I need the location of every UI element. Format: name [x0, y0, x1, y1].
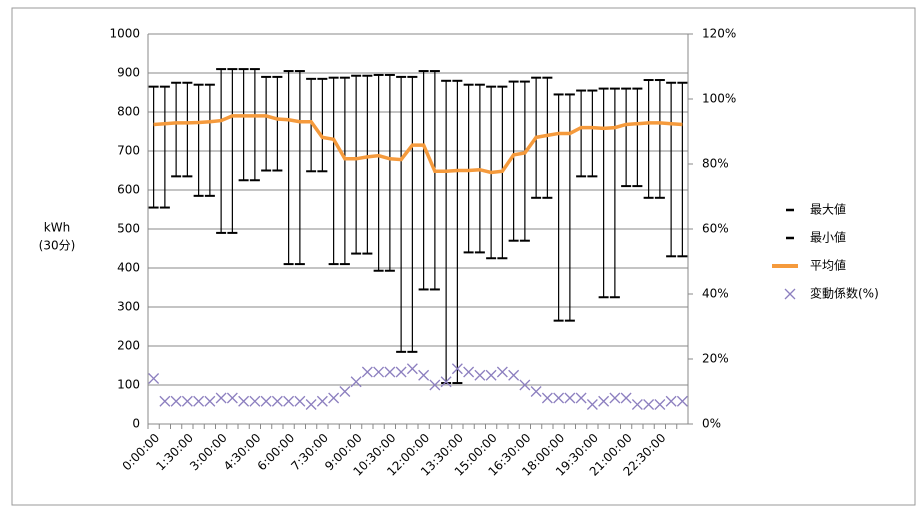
- cv-marker: [193, 395, 205, 407]
- cv-marker: [271, 395, 283, 407]
- cv-marker: [564, 392, 576, 404]
- y-tick-label: 700: [117, 144, 140, 158]
- cv-marker: [496, 366, 508, 378]
- y2-tick-label: 60%: [702, 222, 729, 236]
- cv-marker: [350, 376, 362, 388]
- legend-label: 最小値: [810, 230, 846, 245]
- cv-marker: [260, 395, 272, 407]
- cv-marker: [373, 366, 385, 378]
- cv-marker: [620, 392, 632, 404]
- cv-marker: [519, 379, 531, 391]
- y-tick-label: 200: [117, 339, 140, 353]
- y2-tick-label: 0%: [702, 417, 721, 431]
- y-tick-label: 100: [117, 378, 140, 392]
- cv-marker: [395, 366, 407, 378]
- cv-marker: [384, 366, 396, 378]
- cv-marker: [406, 363, 418, 375]
- cv-marker: [159, 395, 171, 407]
- y2-tick-label: 20%: [702, 352, 729, 366]
- cv-marker: [541, 392, 553, 404]
- cv-marker: [586, 399, 598, 410]
- cv-marker: [508, 369, 520, 381]
- y-axis-label: kWh: [44, 221, 70, 235]
- y-tick-label: 900: [117, 66, 140, 80]
- y-tick-label: 400: [117, 261, 140, 275]
- cv-marker: [294, 395, 306, 407]
- y-tick-label: 500: [117, 222, 140, 236]
- y-tick-label: 600: [117, 183, 140, 197]
- y-axis-label: (30分): [39, 239, 76, 253]
- cv-marker: [283, 395, 295, 407]
- legend-label: 変動係数(%): [810, 286, 879, 301]
- legend-label: 平均値: [810, 258, 846, 273]
- cv-marker: [609, 392, 621, 404]
- average-line: [153, 114, 683, 175]
- chart-border: [11, 7, 916, 506]
- cv-marker: [553, 392, 565, 404]
- cv-marker: [676, 395, 688, 407]
- y-tick-label: 0: [132, 417, 140, 431]
- cv-marker: [575, 392, 587, 404]
- y-tick-label: 800: [117, 105, 140, 119]
- cv-marker: [148, 373, 160, 384]
- cv-marker: [530, 386, 542, 397]
- cv-marker: [440, 376, 452, 388]
- y2-tick-label: 40%: [702, 287, 729, 301]
- y2-tick-label: 80%: [702, 157, 729, 171]
- cv-marker: [305, 399, 317, 410]
- legend-key: [784, 288, 796, 300]
- cv-marker: [463, 366, 475, 378]
- cv-marker: [643, 399, 655, 410]
- cv-marker: [654, 399, 666, 410]
- cv-marker: [339, 386, 351, 397]
- legend-label: 最大値: [810, 202, 846, 217]
- cv-marker: [249, 395, 261, 407]
- cv-marker: [474, 369, 486, 381]
- y2-tick-label: 100%: [702, 92, 736, 106]
- cv-marker: [451, 363, 463, 375]
- cv-marker: [226, 392, 238, 404]
- cv-marker: [485, 369, 497, 381]
- cv-marker: [316, 395, 328, 407]
- cv-marker: [204, 395, 216, 407]
- cv-marker: [238, 395, 250, 407]
- cv-marker: [631, 399, 643, 410]
- cv-marker: [665, 395, 677, 407]
- cv-marker: [215, 392, 227, 404]
- y-tick-label: 1000: [109, 27, 140, 41]
- cv-marker: [181, 395, 193, 407]
- cv-marker: [328, 392, 340, 404]
- cv-marker: [170, 395, 182, 407]
- y-tick-label: 300: [117, 300, 140, 314]
- cv-marker: [429, 379, 441, 391]
- y2-tick-label: 120%: [702, 27, 736, 41]
- cv-marker: [598, 395, 610, 407]
- cv-marker: [361, 366, 373, 378]
- cv-marker: [418, 369, 430, 381]
